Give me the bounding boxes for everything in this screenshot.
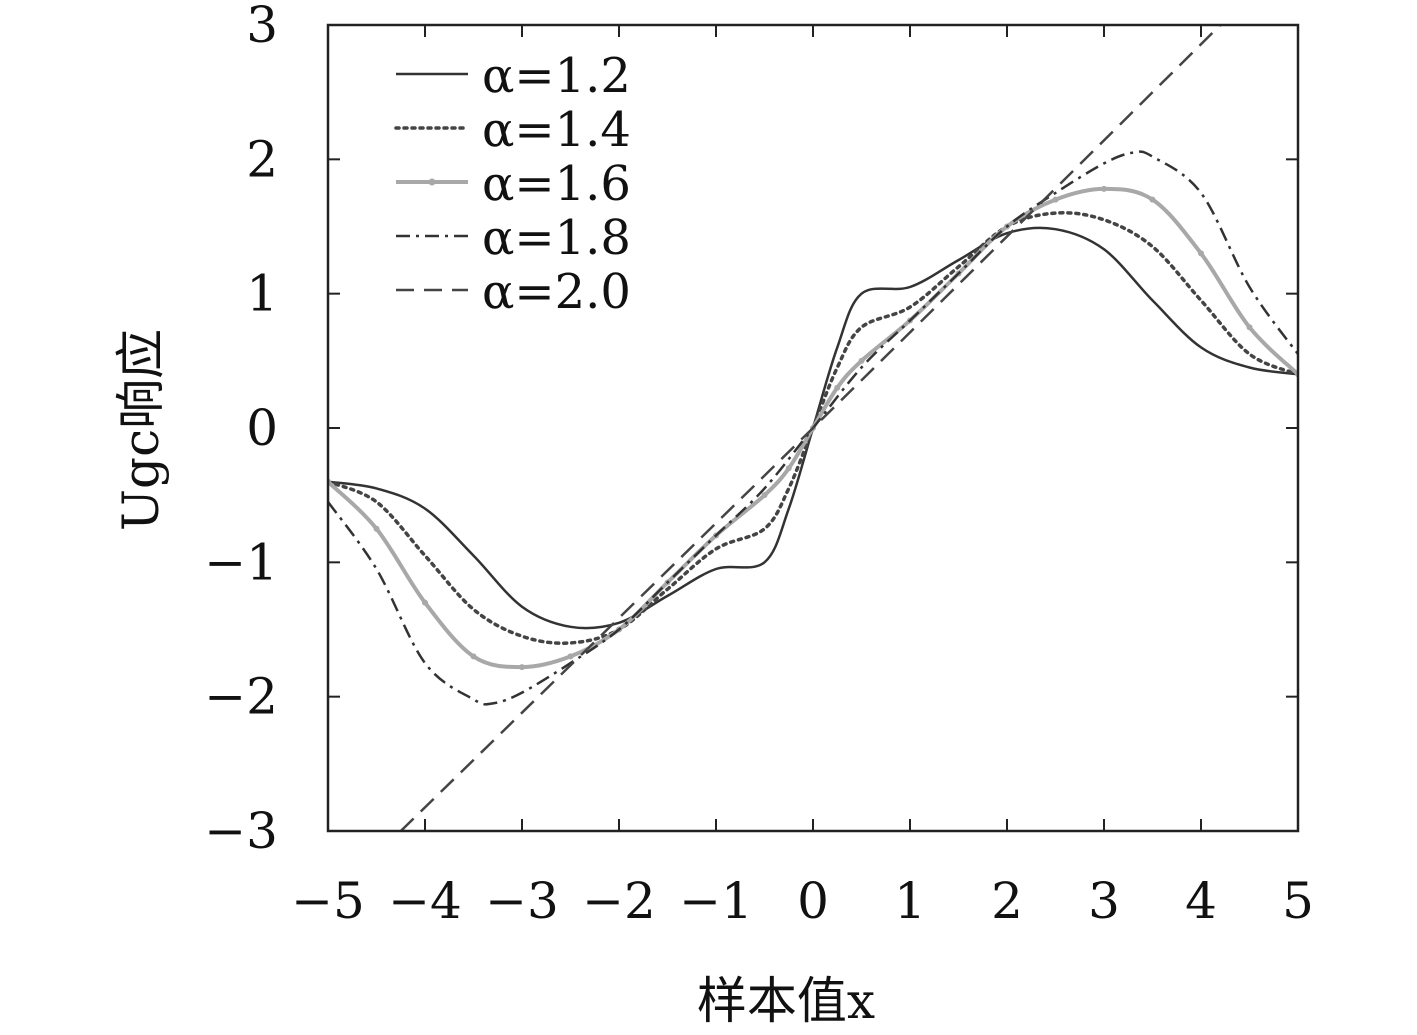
series-line: [399, 25, 1222, 831]
legend-label: α=1.6: [482, 156, 631, 212]
x-tick-label: 3: [1088, 872, 1120, 930]
x-tick-label: 5: [1282, 872, 1314, 930]
x-tick-label: −4: [388, 872, 462, 930]
y-axis-title: Ugc响应: [112, 329, 170, 531]
series-point: [1246, 324, 1253, 331]
series-point: [1198, 250, 1204, 257]
series-point: [785, 465, 792, 472]
series-point: [761, 492, 768, 499]
y-tick-label: 3: [246, 0, 278, 54]
series-point: [519, 664, 525, 671]
series-lines: [328, 25, 1298, 831]
x-tick-label: −2: [582, 872, 656, 930]
series-point: [567, 653, 574, 660]
series-point: [373, 525, 380, 532]
legend: α=1.2α=1.4α=1.6α=1.8α=2.0: [394, 48, 631, 320]
series-point: [1101, 185, 1107, 192]
y-tick-labels: −3 −2 −1 0 1 2 3: [204, 0, 278, 860]
legend-label: α=1.2: [482, 48, 631, 104]
y-tick-label: −3: [204, 802, 278, 860]
x-tick-label: −1: [679, 872, 753, 930]
y-tick-label: 2: [246, 130, 278, 188]
x-tick-label: 2: [991, 872, 1023, 930]
plot-frame: [326, 23, 1300, 833]
legend-swatch-marker: [428, 178, 436, 186]
legend-label: α=1.8: [482, 210, 631, 266]
x-tick-label: −3: [485, 872, 559, 930]
x-tick-labels: −5 −4 −3 −2 −1 0 1 2 3 4 5: [291, 872, 1314, 930]
x-tick-label: 1: [894, 872, 926, 930]
y-tick-label: −1: [204, 533, 278, 591]
y-tick-label: 0: [246, 399, 278, 457]
x-tick-label: 0: [797, 872, 829, 930]
series-line: [328, 211, 1298, 645]
x-tick-label: 4: [1185, 872, 1217, 930]
series-point: [834, 384, 841, 391]
legend-label: α=2.0: [482, 264, 631, 320]
series-point: [1149, 196, 1156, 203]
series-point: [422, 599, 428, 606]
x-axis-title: 样本值x: [697, 972, 875, 1030]
x-tick-label: −5: [291, 872, 365, 930]
y-tick-label: 1: [246, 265, 278, 323]
series-point: [858, 357, 865, 364]
series-point: [1052, 196, 1059, 203]
y-tick-label: −2: [204, 668, 278, 726]
legend-label: α=1.4: [482, 102, 631, 158]
series-point: [470, 653, 477, 660]
